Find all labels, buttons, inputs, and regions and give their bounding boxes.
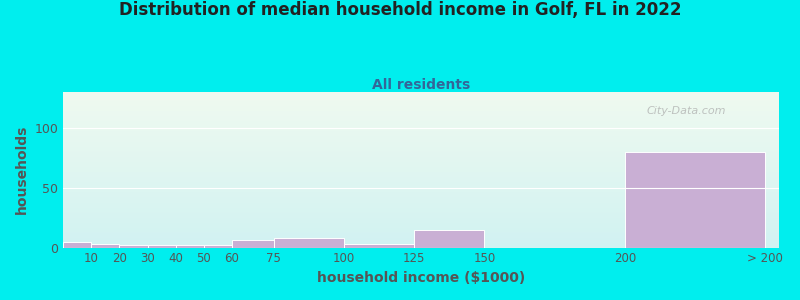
Bar bbox=[119, 245, 147, 248]
X-axis label: household income ($1000): household income ($1000) bbox=[317, 271, 526, 285]
Text: City-Data.com: City-Data.com bbox=[646, 106, 726, 116]
Bar bbox=[204, 245, 232, 248]
Title: All residents: All residents bbox=[372, 78, 470, 92]
Y-axis label: households: households bbox=[15, 125, 29, 214]
Bar bbox=[175, 245, 204, 248]
Bar bbox=[274, 238, 344, 247]
Bar bbox=[91, 244, 119, 247]
Bar bbox=[63, 242, 91, 248]
Bar bbox=[625, 152, 765, 248]
Text: Distribution of median household income in Golf, FL in 2022: Distribution of median household income … bbox=[118, 2, 682, 20]
Bar bbox=[344, 244, 414, 247]
Bar bbox=[232, 240, 274, 247]
Bar bbox=[414, 230, 485, 247]
Bar bbox=[147, 245, 175, 248]
